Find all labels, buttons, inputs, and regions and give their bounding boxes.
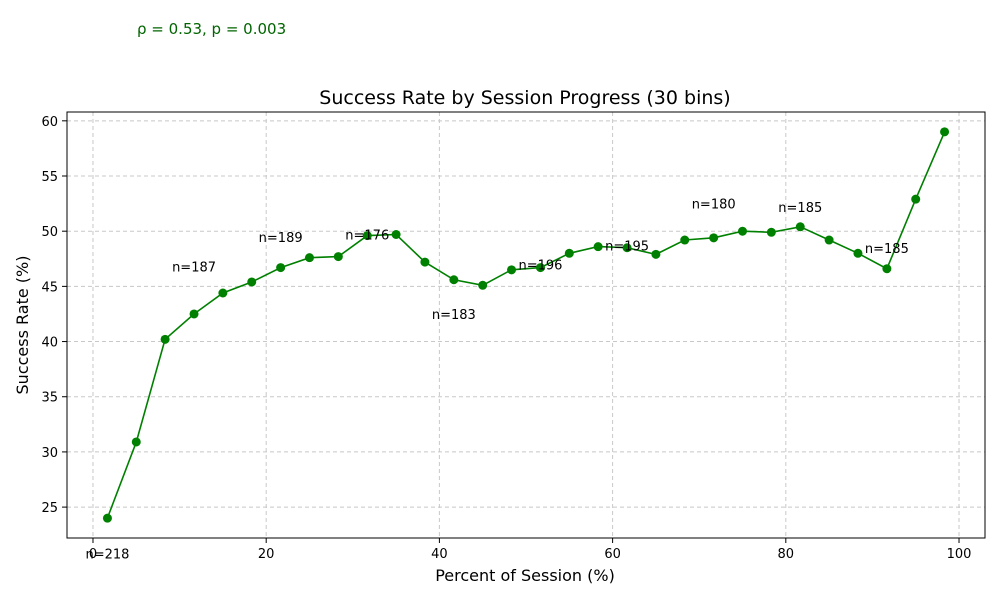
data-point [218,288,228,298]
data-point [189,309,199,319]
x-tick-label: 80 [778,547,795,562]
data-point [593,242,603,252]
data-point [507,265,517,275]
x-axis-label: Percent of Session (%) [435,566,615,585]
chart-title: Success Rate by Session Progress (30 bin… [319,87,730,109]
data-point [102,513,112,523]
sample-size-label: n=180 [692,198,736,213]
data-point [680,235,690,245]
sample-size-label: n=185 [778,201,822,216]
data-point [766,227,776,237]
data-point [420,257,430,267]
x-tick-label: 40 [431,547,448,562]
data-point [160,334,170,344]
sample-size-label: n=183 [432,308,476,323]
data-point [276,263,286,273]
data-point [362,231,372,241]
data-point [304,253,314,263]
data-point [709,233,719,243]
data-point [131,437,141,447]
data-point [622,243,632,253]
sample-size-label: n=189 [259,231,303,246]
grid-lines [67,112,985,538]
data-point [824,235,834,245]
x-tick-label: 100 [947,547,972,562]
series-line [106,131,946,519]
x-tick-label: 20 [258,547,275,562]
data-point [333,252,343,262]
data-point [911,194,921,204]
data-point [535,263,545,273]
y-tick-label: 60 [41,115,58,130]
data-point [940,127,950,137]
sample-size-label: n=185 [865,242,909,257]
data-point [391,230,401,240]
y-tick-label: 55 [41,170,58,185]
data-point [795,222,805,232]
series-layer [102,127,950,523]
y-tick-label: 50 [41,225,58,240]
y-tick-label: 35 [41,391,58,406]
data-point [478,280,488,290]
axes: 0 20 40 60 80 100 25 30 35 40 45 50 55 60 [41,111,986,562]
y-axis-label: Success Rate (%) [13,256,32,395]
data-point [449,275,459,285]
sample-size-labels: n=218 n=187 n=189 n=176 n=183 n=196 n=195 n=180… [85,198,908,563]
y-tick-label: 40 [41,336,58,351]
stat-annotation: ρ = 0.53, p = 0.003 [137,20,286,38]
y-tick-label: 45 [41,280,58,295]
sample-size-label: n=218 [85,548,129,563]
data-point [247,277,257,287]
data-point [564,248,574,258]
sample-size-label: n=176 [345,229,389,244]
data-point [651,249,661,259]
sample-size-label: n=196 [518,258,562,273]
sample-size-label: n=187 [172,261,216,276]
y-tick-label: 30 [41,446,58,461]
x-tick-label: 0 [89,547,97,562]
y-tick-label: 25 [41,501,58,516]
plot-frame [66,111,986,539]
data-point [853,248,863,258]
data-point [738,226,748,236]
data-point [882,264,892,274]
x-tick-label: 60 [604,547,621,562]
sample-size-label: n=195 [605,240,649,255]
